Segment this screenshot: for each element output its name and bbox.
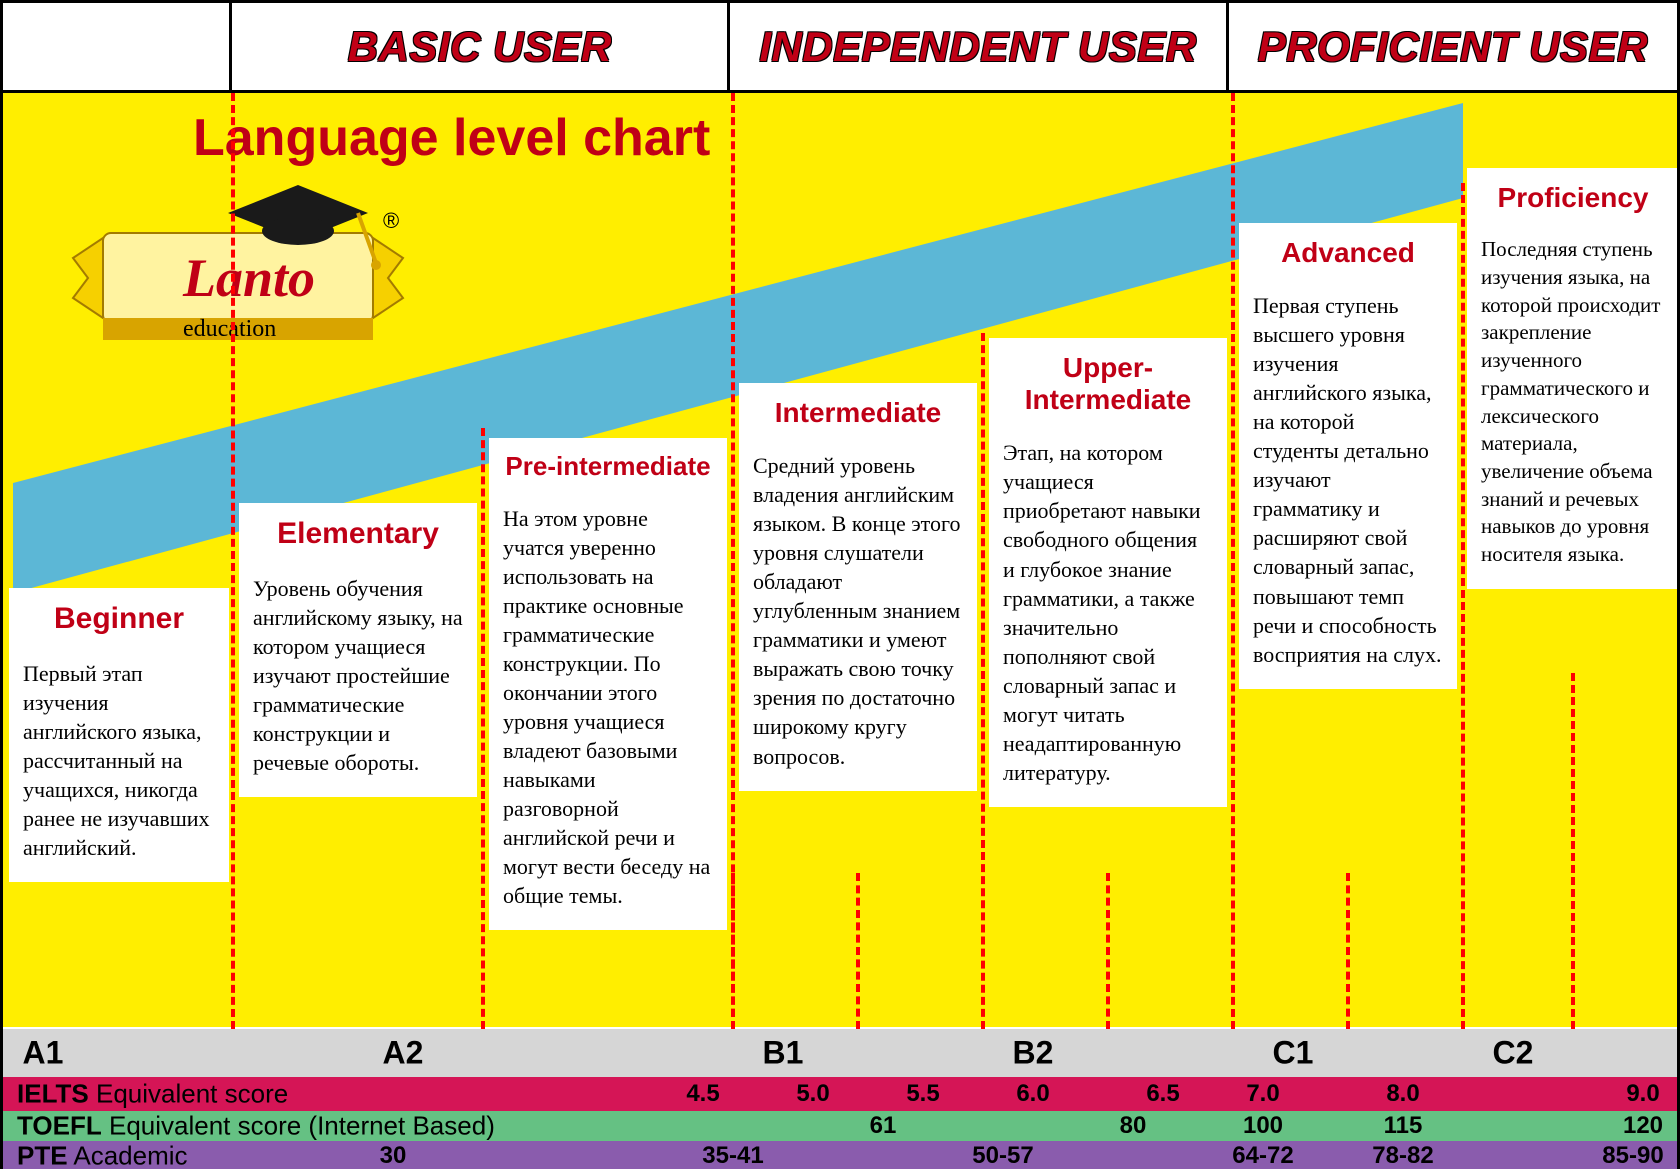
divider-line bbox=[1346, 873, 1350, 1029]
chart-background: Language level chart Lanto education ® bbox=[3, 93, 1677, 1037]
divider-line bbox=[1571, 673, 1575, 1029]
divider-line bbox=[231, 93, 235, 1029]
score-value: 6.5 bbox=[1146, 1080, 1179, 1108]
logo-brand-text: Lanto bbox=[182, 248, 315, 308]
cefr-level: A1 bbox=[23, 1035, 64, 1072]
level-title: Beginner bbox=[23, 602, 215, 637]
divider-line bbox=[1231, 93, 1235, 1029]
cefr-level: B2 bbox=[1013, 1035, 1054, 1072]
score-value: 30 bbox=[380, 1142, 407, 1169]
header-empty bbox=[3, 3, 232, 90]
level-card-intermediate: Intermediate Средний уровень владения анг… bbox=[739, 383, 977, 791]
score-value: 35-41 bbox=[702, 1142, 763, 1169]
score-value: 9.0 bbox=[1626, 1080, 1659, 1108]
header-independent-user: INDEPENDENT USER bbox=[730, 3, 1228, 90]
level-card-beginner: Beginner Первый этап изучения английского… bbox=[9, 588, 229, 882]
score-value: 100 bbox=[1243, 1112, 1283, 1140]
row-label: IELTS Equivalent score bbox=[17, 1079, 288, 1110]
score-value: 78-82 bbox=[1372, 1142, 1433, 1169]
ielts-row: IELTS Equivalent score 4.5 5.0 5.5 6.0 6.5 7.0… bbox=[3, 1077, 1677, 1111]
level-description: Этап, на котором учащиеся приобретают на… bbox=[1003, 438, 1213, 786]
logo-sub-text: education bbox=[183, 316, 276, 342]
level-title: Upper-Intermediate bbox=[1003, 352, 1213, 416]
level-description: Уровень обучения английскому языку, на к… bbox=[253, 574, 463, 777]
level-card-upper-intermediate: Upper-Intermediate Этап, на котором учащи… bbox=[989, 338, 1227, 807]
level-description: Первый этап изучения английского языка, … bbox=[23, 659, 215, 862]
chart-title: Language level chart bbox=[193, 108, 710, 168]
level-description: Средний уровень владения английским язык… bbox=[753, 451, 963, 770]
level-card-proficiency: Proficiency Последняя ступень изучения яз… bbox=[1467, 168, 1677, 589]
score-value: 4.5 bbox=[686, 1080, 719, 1108]
divider-line bbox=[1461, 183, 1465, 1029]
divider-line bbox=[981, 333, 985, 1029]
header-row: BASIC USER INDEPENDENT USER PROFICIENT U… bbox=[3, 3, 1677, 93]
divider-line bbox=[1106, 873, 1110, 1029]
score-value: 61 bbox=[870, 1112, 897, 1140]
svg-text:®: ® bbox=[383, 208, 399, 233]
header-proficient-user: PROFICIENT USER bbox=[1229, 3, 1677, 90]
score-value: 8.0 bbox=[1386, 1080, 1419, 1108]
level-description: На этом уровне учатся уверенно использов… bbox=[503, 504, 713, 910]
level-description: Первая ступень высшего уровня изучения а… bbox=[1253, 291, 1443, 668]
cefr-level: B1 bbox=[763, 1035, 804, 1072]
score-value: 115 bbox=[1384, 1112, 1423, 1140]
score-value: 7.0 bbox=[1246, 1080, 1279, 1108]
cefr-level: C1 bbox=[1273, 1035, 1314, 1072]
level-description: Последняя ступень изучения языка, на кот… bbox=[1481, 236, 1665, 569]
level-card-elementary: Elementary Уровень обучения английскому я… bbox=[239, 503, 477, 797]
cefr-row: A1 A2 B1 B2 C1 C2 bbox=[3, 1029, 1677, 1077]
level-title: Elementary bbox=[253, 517, 463, 552]
score-value: 120 bbox=[1623, 1112, 1663, 1140]
score-value: 50-57 bbox=[972, 1142, 1033, 1169]
score-value: 80 bbox=[1120, 1112, 1147, 1140]
divider-line bbox=[481, 428, 485, 1029]
divider-line bbox=[731, 873, 735, 1029]
level-title: Intermediate bbox=[753, 397, 963, 429]
level-title: Pre-intermediate bbox=[503, 452, 713, 482]
level-card-advanced: Advanced Первая ступень высшего уровня из… bbox=[1239, 223, 1457, 689]
cefr-level: C2 bbox=[1493, 1035, 1534, 1072]
row-label: PTE Academic bbox=[17, 1141, 188, 1169]
level-title: Proficiency bbox=[1481, 182, 1665, 214]
header-basic-user: BASIC USER bbox=[232, 3, 730, 90]
level-title: Advanced bbox=[1253, 237, 1443, 269]
divider-line bbox=[856, 873, 860, 1029]
score-value: 5.0 bbox=[796, 1080, 829, 1108]
lanto-logo: Lanto education ® bbox=[63, 178, 413, 378]
row-label: TOEFL Equivalent score (Internet Based) bbox=[17, 1111, 495, 1142]
score-value: 5.5 bbox=[906, 1080, 939, 1108]
toefl-row: TOEFL Equivalent score (Internet Based) 6… bbox=[3, 1111, 1677, 1141]
language-level-chart: BASIC USER INDEPENDENT USER PROFICIENT U… bbox=[0, 0, 1680, 1169]
level-card-pre-intermediate: Pre-intermediate На этом уровне учатся ув… bbox=[489, 438, 727, 930]
score-value: 6.0 bbox=[1016, 1080, 1049, 1108]
pte-row: PTE Academic 30 35-41 50-57 64-72 78-82 85-90 bbox=[3, 1141, 1677, 1169]
score-value: 64-72 bbox=[1232, 1142, 1293, 1169]
cefr-level: A2 bbox=[383, 1035, 424, 1072]
score-value: 85-90 bbox=[1602, 1142, 1663, 1169]
